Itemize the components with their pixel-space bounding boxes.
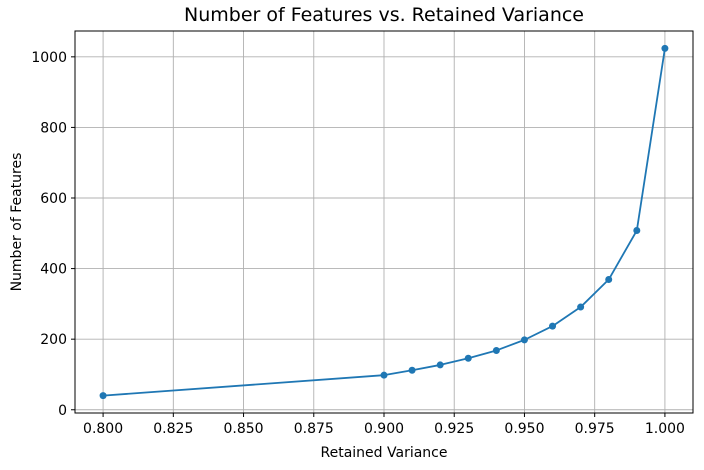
data-point: [408, 366, 416, 374]
data-point: [99, 392, 107, 400]
x-tick-label: 0.975: [575, 421, 615, 437]
data-point: [436, 361, 444, 369]
x-tick-label: 0.900: [364, 421, 404, 437]
x-tick-label: 0.850: [223, 421, 263, 437]
data-point: [492, 346, 500, 354]
y-tick-label: 800: [40, 120, 67, 136]
y-axis-label: Number of Features: [9, 152, 25, 292]
data-point: [520, 336, 528, 344]
y-tick-label: 200: [40, 332, 67, 348]
data-point: [464, 354, 472, 362]
data-point: [380, 371, 388, 379]
x-tick-label: 1.000: [645, 421, 685, 437]
data-point: [577, 303, 585, 311]
chart-title: Number of Features vs. Retained Variance: [184, 4, 584, 26]
data-point: [633, 226, 641, 234]
y-tick-label: 0: [58, 403, 67, 419]
x-tick-label: 0.800: [83, 421, 123, 437]
x-tick-label: 0.875: [294, 421, 334, 437]
y-tick-label: 400: [40, 262, 67, 278]
data-point: [661, 44, 669, 52]
data-point: [605, 276, 613, 284]
y-tick-label: 1000: [31, 50, 67, 66]
x-tick-label: 0.925: [434, 421, 474, 437]
x-axis-label: Retained Variance: [320, 445, 448, 461]
x-tick-label: 0.950: [504, 421, 544, 437]
data-point: [549, 322, 557, 330]
x-tick-label: 0.825: [153, 421, 193, 437]
y-tick-label: 600: [40, 191, 67, 207]
data-line: [102, 47, 666, 397]
